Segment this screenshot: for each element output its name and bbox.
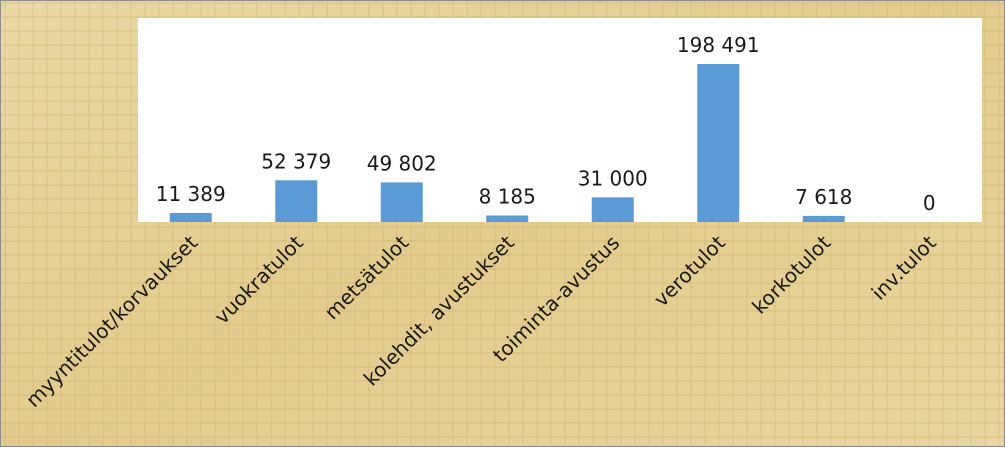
plot-area [138,18,982,222]
bar [380,182,423,222]
bar [802,215,845,222]
data-label: 198 491 [677,33,760,57]
bar [697,64,740,222]
data-label: 8 185 [479,184,536,208]
data-label: 0 [923,191,936,215]
data-label: 31 000 [578,166,648,190]
data-label: 7 618 [795,185,852,209]
data-label: 52 379 [261,149,331,173]
bar [486,215,529,222]
bar [275,180,318,222]
data-label: 11 389 [156,182,226,206]
data-label: 49 802 [367,151,437,175]
bar [591,197,634,222]
bar [169,212,212,222]
